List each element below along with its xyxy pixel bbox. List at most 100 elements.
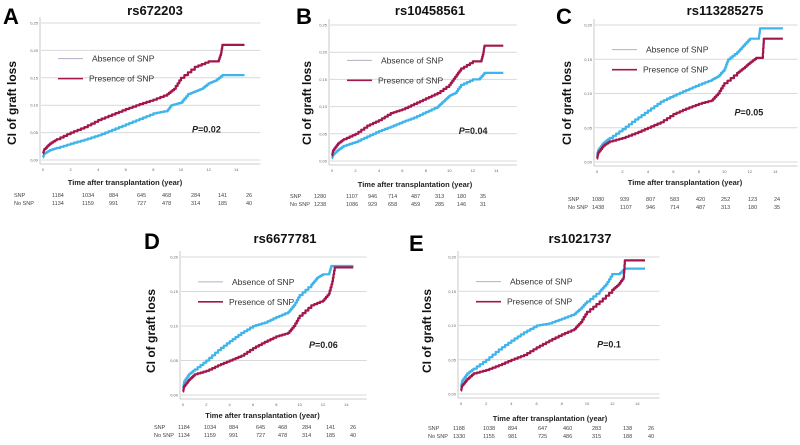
- risk-count: 884: [109, 193, 119, 199]
- y-tick-label: 0,15: [448, 289, 457, 294]
- risk-count: 185: [218, 201, 228, 207]
- x-axis-label: Time after transplantation (year): [357, 180, 473, 189]
- risk-count: 35: [774, 205, 781, 211]
- risk-count: 26: [350, 425, 357, 431]
- y-tick-label: 0,10: [170, 324, 179, 329]
- x-tick-label: 4: [510, 401, 513, 406]
- legend-absence-label: Absence of SNP: [646, 45, 709, 55]
- risk-count: 946: [368, 194, 378, 200]
- x-tick-label: 6: [401, 168, 404, 173]
- legend-absence-label: Absence of SNP: [510, 277, 573, 287]
- p-value-symbol: P: [735, 107, 742, 117]
- panel-title: rs672203: [127, 3, 183, 18]
- risk-count: 487: [411, 194, 421, 200]
- risk-count: 35: [480, 194, 487, 200]
- risk-count: 141: [218, 193, 228, 199]
- y-tick-label: 0,05: [584, 125, 593, 130]
- risk-count: 714: [670, 205, 680, 211]
- x-tick-label: 4: [229, 402, 232, 407]
- y-tick-label: 0,05: [170, 358, 179, 363]
- p-value-number: =0.04: [465, 126, 488, 136]
- panel-d: D rs6677781 CI of graft loss 0,00 0,05 0,1…: [140, 225, 400, 445]
- risk-count: 123: [748, 197, 758, 203]
- x-axis-label: Time after transplantation (year): [67, 178, 183, 187]
- risk-count: 1034: [204, 425, 217, 431]
- series-presence-line: [331, 44, 504, 157]
- p-value: P=0.06: [309, 340, 338, 350]
- plot-area: 0,00 0,05 0,10 0,15 0,20 0,25 0 2 4 6 8 10 12 14 Absen…: [319, 19, 517, 173]
- x-tick-label: 10: [585, 401, 590, 406]
- y-tick-label: 0,10: [319, 104, 328, 109]
- risk-count: 929: [368, 202, 378, 208]
- risk-row-label: SNP: [428, 426, 440, 432]
- risk-count: 1107: [620, 205, 632, 211]
- x-axis-label: Time after transplantation (year): [627, 178, 743, 187]
- series-absence-line: [182, 264, 354, 390]
- risk-row-label: SNP: [568, 197, 580, 203]
- x-tick-label: 6: [125, 167, 128, 172]
- risk-count: 31: [480, 202, 487, 208]
- y-tick-label: 0,25: [319, 23, 328, 28]
- x-tick-label: 0: [596, 169, 599, 174]
- risk-count: 647: [538, 426, 548, 432]
- risk-count: 313: [721, 205, 731, 211]
- panel-title: rs10458561: [394, 3, 466, 18]
- y-tick-label: 0,20: [170, 255, 179, 260]
- panel-e: E rs1021737 CI of graft loss 0,00 0,05 0,1…: [400, 225, 670, 445]
- risk-count: 1134: [52, 201, 64, 207]
- risk-count: 26: [648, 426, 655, 432]
- x-tick-label: 10: [297, 402, 302, 407]
- risk-count: 40: [350, 433, 357, 439]
- risk-count: 468: [162, 193, 172, 199]
- panel-title: rs113285275: [686, 3, 764, 18]
- risk-count: 313: [435, 194, 445, 200]
- p-value: P=0.02: [192, 125, 221, 135]
- series-absence-line: [42, 74, 245, 159]
- risk-count: 807: [646, 197, 656, 203]
- x-tick-label: 4: [647, 169, 650, 174]
- y-tick-label: 0,00: [319, 159, 328, 164]
- x-tick-label: 0: [460, 401, 463, 406]
- series-presence-line: [460, 259, 645, 392]
- risk-count: 478: [278, 433, 288, 439]
- risk-row-label: SNP: [14, 193, 26, 199]
- risk-count: 645: [256, 425, 266, 431]
- panel-title: rs6677781: [253, 231, 317, 246]
- y-tick-label: 0,00: [584, 160, 593, 165]
- panel-letter: E: [409, 231, 424, 256]
- risk-count: 1438: [592, 205, 605, 211]
- risk-count: 1280: [314, 194, 327, 200]
- p-value-number: =0.06: [315, 340, 338, 350]
- risk-count: 1159: [82, 201, 94, 207]
- y-tick-label: 0,15: [170, 289, 179, 294]
- x-tick-label: 14: [344, 402, 349, 407]
- y-tick-label: 0,00: [170, 393, 179, 398]
- series-presence-line: [42, 43, 245, 155]
- risk-count: 487: [696, 205, 706, 211]
- risk-count: 26: [246, 193, 253, 199]
- x-tick-label: 8: [698, 169, 701, 174]
- y-tick-label: 0,05: [448, 357, 457, 362]
- series-presence-line: [182, 266, 354, 393]
- y-tick-label: 0,15: [319, 77, 328, 82]
- plot-area: 0,00 0,05 0,10 0,15 0,20 0,25 0 2 4 6 8 10 12 14 Absen…: [30, 17, 261, 172]
- x-tick-label: 0: [331, 168, 334, 173]
- x-axis-label: Time after transplantation (year): [205, 411, 320, 420]
- risk-count: 138: [623, 426, 633, 432]
- risk-count: 1188: [453, 426, 465, 432]
- panel-letter: C: [556, 4, 572, 29]
- panel-letter: B: [296, 4, 312, 29]
- x-tick-label: 8: [425, 168, 428, 173]
- x-tick-label: 2: [621, 169, 624, 174]
- risk-row-label: No SNP: [14, 201, 34, 207]
- risk-count: 285: [435, 202, 445, 208]
- risk-count: 1134: [178, 433, 190, 439]
- risk-count: 1184: [52, 193, 64, 199]
- risk-count: 40: [246, 201, 253, 207]
- risk-count: 146: [457, 202, 467, 208]
- risk-count: 284: [191, 193, 201, 199]
- plot-area: 0,00 0,05 0,10 0,15 0,20 0 2 4 6 8 10 12 14 Absence o…: [584, 19, 798, 174]
- series-presence-line: [596, 37, 783, 160]
- risk-count: 645: [137, 193, 147, 199]
- y-tick-label: 0,10: [448, 323, 457, 328]
